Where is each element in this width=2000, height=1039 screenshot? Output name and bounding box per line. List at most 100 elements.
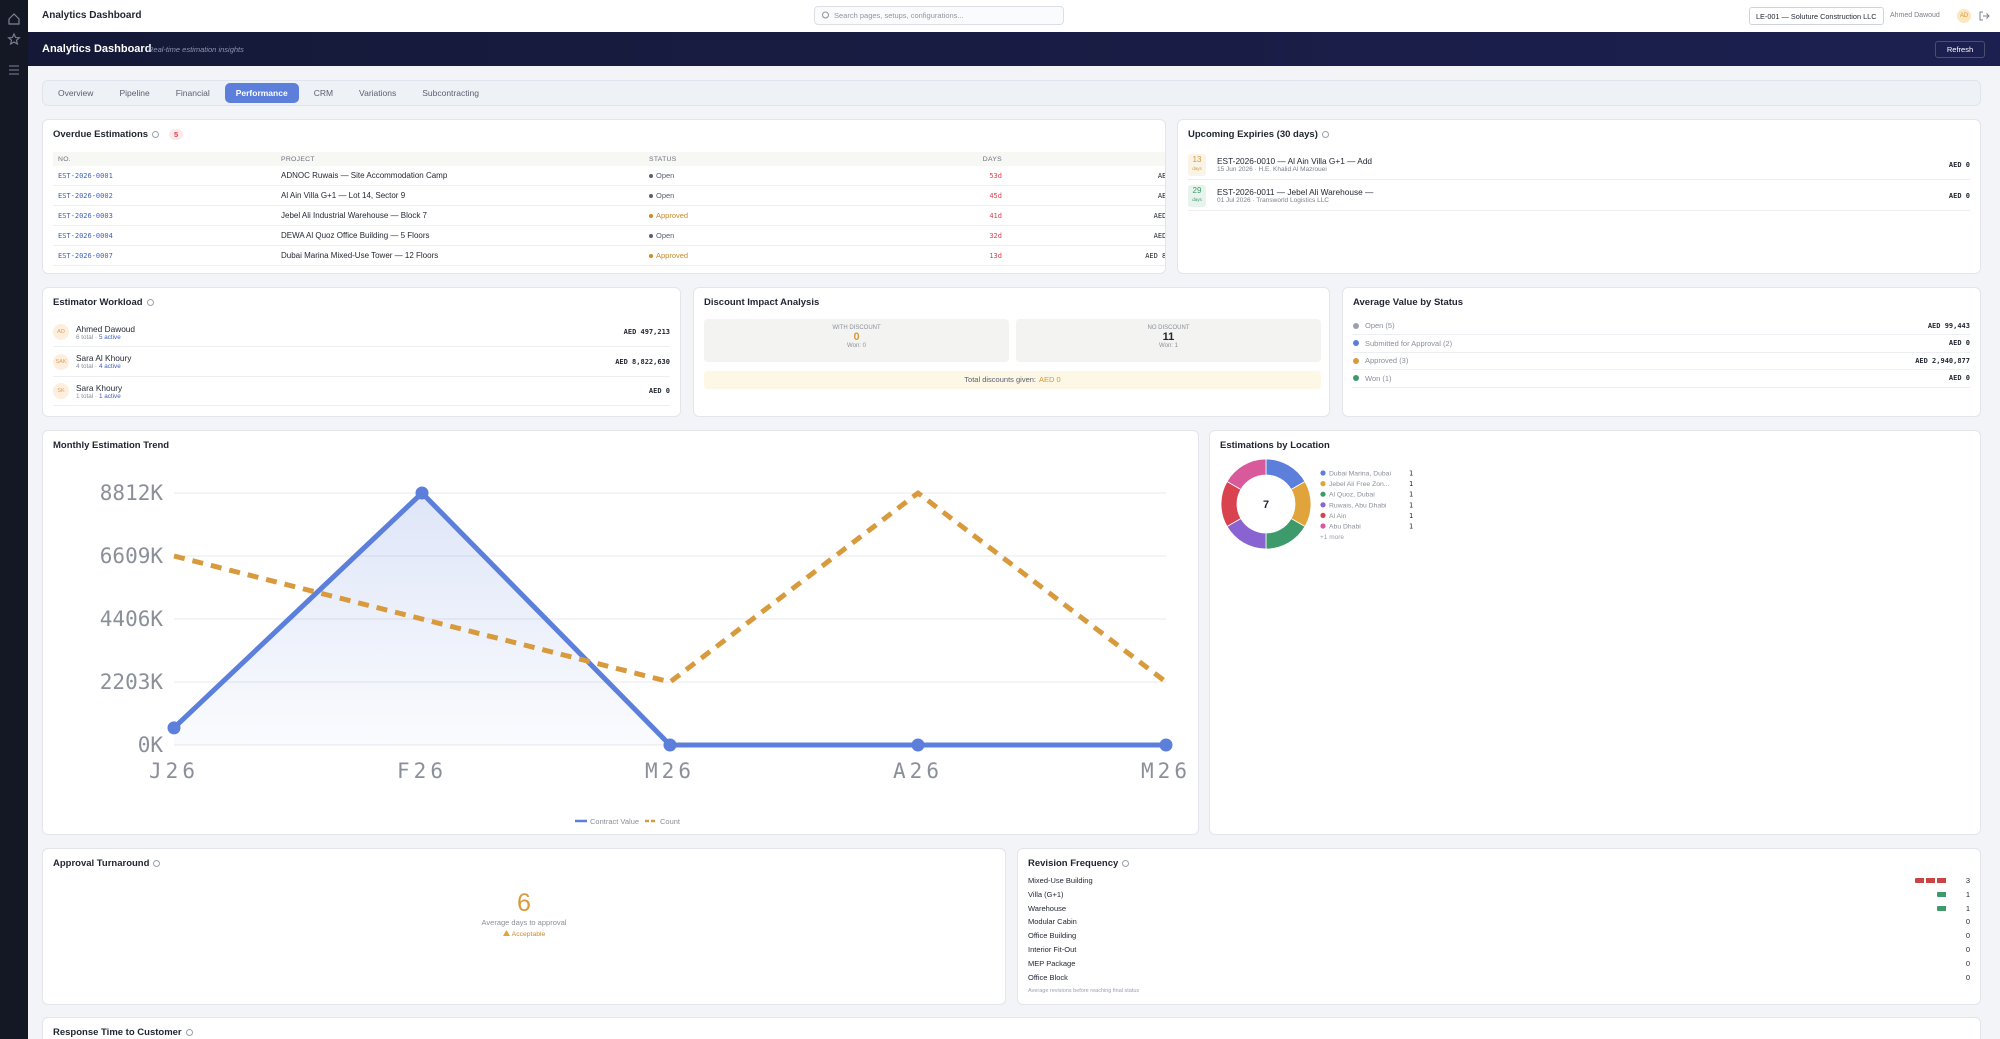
status-dot [1353, 375, 1359, 381]
card-title-text: Upcoming Expiries (30 days) [1188, 129, 1318, 140]
info-icon [1321, 131, 1329, 138]
estimator-text: Sara Al Khoury 4 total · 4 active [76, 353, 615, 370]
revision-label: MEP Package [1028, 958, 1076, 968]
value: AED 8,433,581 [1007, 245, 1165, 266]
revision-label: Mixed-Use Building [1028, 876, 1093, 885]
revision-card: Revision Frequency Mixed-Use Building 3 Vil… [1017, 848, 1981, 1005]
estimator-row: SAK Sara Al Khoury 4 total · 4 active AED 8,… [53, 348, 670, 377]
home-icon[interactable] [8, 13, 20, 25]
status-dot [1353, 322, 1359, 329]
user-avatar[interactable]: AD [1957, 9, 1971, 23]
status-cell: Open [644, 225, 892, 246]
card-title-text: Overdue Estimations [53, 129, 149, 140]
discount-box: WITH DISCOUNT 0 Won: 0 [704, 319, 1009, 362]
days-unit: days [1192, 165, 1202, 171]
tab[interactable]: Subcontracting [422, 88, 479, 98]
status-label: Approved (3) [1365, 356, 1409, 365]
revision-bar [1937, 891, 1948, 897]
discount-card: Discount Impact Analysis WITH DISCOUNT 0 Wo… [693, 287, 1330, 417]
revision-count: 0 [1965, 917, 1970, 927]
legend-value: 1 [1409, 491, 1413, 499]
value: AED 27,404 [1007, 185, 1165, 206]
info-icon [152, 131, 160, 138]
expiry-row[interactable]: 13 days EST-2026-0010 — Al Ain Villa G+1 —… [1188, 150, 1970, 180]
legend-value: 1 [1409, 512, 1413, 520]
status-value: AED 2,940,877 [1915, 356, 1970, 365]
x-tick-label: J26 [149, 759, 199, 783]
status-row: Open (5) AED 99,443 [1353, 317, 1970, 335]
days-overdue: 41d [892, 205, 1007, 226]
x-tick-label: M26 [645, 759, 695, 783]
status-cell: Approved [644, 245, 892, 266]
tab[interactable]: Variations [359, 88, 397, 98]
table-row[interactable]: EST-2026-0003 Jebel Ali Industrial Wareho… [53, 205, 1165, 226]
donut-segment [1220, 480, 1242, 528]
revision-label: Warehouse [1028, 903, 1067, 913]
donut-segment [1265, 517, 1306, 550]
user-name: Ahmed Dawoud [1890, 12, 1940, 19]
status-cell: Approved [644, 205, 892, 226]
status-label: Submitted for Approval (2) [1365, 338, 1453, 348]
estimator-avatar: AD [53, 324, 69, 340]
search-glyph [822, 11, 829, 19]
donut-center-label: 7 [1263, 499, 1269, 511]
table-row[interactable]: EST-2026-0001 ADNOC Ruwais — Site Accommo… [53, 166, 1165, 186]
legend-label: Al Ain [1329, 513, 1347, 520]
topbar: Analytics Dashboard Search pages, setups,… [28, 0, 2000, 33]
x-tick-label: F26 [397, 759, 447, 783]
tab[interactable]: Performance [224, 83, 299, 103]
legend-more: +1 more [1320, 534, 1344, 541]
card-title: Approval Turnaround [53, 858, 161, 869]
refresh-button[interactable]: Refresh [1935, 41, 1985, 58]
legend-dot [1320, 470, 1326, 476]
expiry-row[interactable]: 29 days EST-2026-0011 — Jebel Ali Warehous… [1188, 181, 1970, 211]
star-icon[interactable] [7, 32, 21, 46]
expiry-title: EST-2026-0010 — Al Ain Villa G+1 — Add [1217, 156, 1373, 166]
estimator-total: 1 total · [76, 392, 97, 400]
tab[interactable]: CRM [313, 88, 334, 98]
revision-bar [1937, 905, 1948, 911]
donut-chart: 7 Dubai Marina, Dubai 1 Jebel Ali Free Zon.… [1220, 458, 1413, 550]
upcoming-card: Upcoming Expiries (30 days) 13 days EST-202… [1177, 119, 1981, 274]
table-header: NO.PROJECTSTATUSDAYSVALUE [53, 152, 1165, 166]
page-header: Analytics Dashboard Real-time estimation … [28, 32, 2000, 66]
logout-glyph [1979, 11, 1990, 21]
days-badge: 29 days [1188, 184, 1206, 207]
table-row[interactable]: EST-2026-0007 Dubai Marina Mixed-Use Towe… [53, 245, 1165, 266]
revision-row: Office Building 0 [1028, 929, 1970, 942]
status-triangle [502, 930, 510, 936]
page-subtitle: Real-time estimation insights [148, 45, 244, 54]
table-row[interactable]: EST-2026-0002 Al Ain Villa G+1 — Lot 14, … [53, 185, 1165, 206]
days-overdue: 13d [892, 245, 1007, 266]
donut-segment [1290, 480, 1312, 528]
entity-select[interactable]: LE-001 — Soluture Construction LLC [1749, 7, 1884, 25]
card-title-text: Monthly Estimation Trend [53, 440, 170, 451]
expiry-title: EST-2026-0011 — Jebel Ali Warehouse — [1217, 187, 1374, 197]
legend-label: Al Quoz, Dubai [1329, 492, 1375, 499]
menu-icon[interactable] [9, 65, 19, 75]
tab[interactable]: Overview [58, 88, 94, 98]
tab[interactable]: Pipeline [119, 88, 150, 98]
legend-dot [1320, 502, 1326, 508]
status-value: AED 99,443 [1927, 321, 1970, 330]
revision-row: Warehouse 1 [1028, 902, 1970, 915]
estimate-number: EST-2026-0003 [53, 205, 276, 226]
legend-dot [1320, 523, 1326, 529]
days-number: 29 [1192, 185, 1202, 195]
revision-count: 3 [1965, 876, 1970, 885]
status-value: AED 0 [1948, 339, 1970, 347]
estimate-number: EST-2026-0004 [53, 225, 276, 246]
expiry-value: AED 0 [1948, 160, 1970, 169]
discount-value: 0 [853, 331, 860, 343]
donut-segment [1226, 458, 1267, 491]
card-title: Upcoming Expiries (30 days) [1188, 129, 1329, 140]
legend-value: 1 [1409, 501, 1413, 509]
estimator-avatar: SAK [53, 353, 69, 370]
info-icon [153, 860, 161, 867]
table-row[interactable]: EST-2026-0004 DEWA Al Quoz Office Buildin… [53, 225, 1165, 246]
card-title-text: Discount Impact Analysis [704, 297, 820, 308]
search-box[interactable]: Search pages, setups, configurations... [814, 6, 1064, 25]
tab[interactable]: Financial [175, 88, 210, 98]
logout-icon[interactable] [1978, 10, 1990, 22]
card-title-text: Response Time to Customer [53, 1027, 182, 1038]
